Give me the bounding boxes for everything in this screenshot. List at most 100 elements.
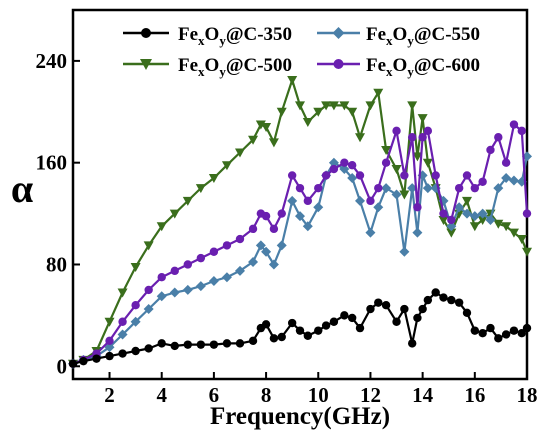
data-point (303, 331, 313, 340)
data-point (470, 183, 480, 193)
data-point (329, 317, 339, 326)
data-point (118, 349, 127, 358)
data-point (287, 195, 298, 206)
data-point (170, 341, 179, 351)
data-point (478, 328, 487, 338)
legend-item-350: FexOy@C-350 (123, 24, 292, 48)
data-point (454, 202, 465, 213)
data-point (347, 107, 358, 117)
series-layer (68, 75, 532, 369)
data-point (391, 165, 402, 175)
data-point (447, 295, 456, 305)
data-point (328, 157, 339, 168)
data-point (509, 120, 519, 129)
data-point (130, 263, 141, 273)
data-point (131, 346, 140, 356)
data-point (314, 326, 323, 335)
y-axis-label: α (11, 166, 33, 211)
data-point (400, 171, 409, 180)
data-point (469, 211, 480, 222)
data-point (462, 171, 472, 180)
data-point (454, 298, 464, 307)
data-point (234, 148, 245, 158)
data-point (373, 88, 384, 98)
data-point (399, 246, 410, 257)
data-point (501, 330, 511, 339)
data-point (517, 328, 526, 338)
data-point (413, 313, 422, 323)
data-point (461, 208, 472, 219)
data-point (105, 336, 114, 346)
plot-frame (71, 8, 529, 381)
legend-item-500: FexOy@C-500 (123, 55, 292, 79)
data-point (295, 183, 305, 193)
data-point (276, 107, 287, 117)
data-point (501, 172, 512, 183)
data-point (522, 323, 532, 333)
data-point (431, 288, 440, 297)
data-point (248, 336, 258, 346)
data-point (439, 209, 448, 218)
x-tick-label: 4 (156, 383, 167, 407)
data-point (208, 173, 219, 183)
data-point (522, 247, 532, 257)
data-point (339, 101, 350, 111)
data-point (183, 340, 193, 349)
data-point (355, 195, 366, 206)
data-point (248, 135, 259, 145)
data-point (494, 334, 503, 343)
data-point (347, 172, 358, 183)
data-point (462, 308, 472, 318)
x-tick-label: 8 (261, 383, 272, 407)
data-point (183, 260, 193, 269)
data-point (447, 215, 456, 225)
data-point (157, 339, 166, 348)
legend-label-600: FexOy@C-600 (366, 55, 480, 79)
data-point (131, 301, 140, 310)
data-point (517, 126, 526, 136)
data-point (516, 235, 527, 245)
data-point (374, 183, 383, 193)
data-point (130, 316, 141, 327)
data-point (407, 339, 417, 348)
data-point (314, 183, 323, 193)
data-point (461, 196, 472, 206)
y-tick-label: 0 (57, 354, 68, 378)
data-point (407, 133, 417, 142)
data-point (446, 228, 457, 238)
data-point (118, 317, 127, 326)
data-point (381, 145, 392, 155)
data-point (261, 211, 271, 221)
data-point (313, 107, 324, 117)
data-point (269, 334, 279, 343)
data-point (373, 202, 384, 213)
data-point (302, 221, 313, 232)
data-point (454, 183, 464, 193)
data-point (208, 276, 219, 287)
data-point (287, 318, 297, 328)
legend-marker-550 (332, 27, 345, 39)
data-point (268, 259, 279, 270)
series-FexOy@C-550 (68, 151, 532, 369)
data-point (92, 354, 101, 363)
y-tick-label: 160 (36, 151, 68, 175)
data-point (478, 177, 487, 186)
data-point (431, 171, 440, 180)
data-point (493, 183, 504, 194)
data-point (79, 356, 88, 366)
data-point (295, 101, 305, 111)
data-point (485, 214, 496, 225)
legend-label-350: FexOy@C-350 (178, 24, 292, 48)
data-point (143, 241, 154, 251)
y-axis-ticks: 0 80 160 240 (36, 49, 80, 378)
data-point (295, 211, 305, 222)
data-point (321, 321, 331, 330)
data-point (195, 184, 206, 194)
legend: FexOy@C-350 FexOy@C-550 FexOy@C-500 FexO… (123, 24, 480, 79)
data-point (501, 222, 512, 232)
data-point (144, 285, 153, 295)
data-point (501, 158, 511, 167)
data-point (328, 101, 339, 111)
x-axis-label: Frequency(GHz) (210, 403, 390, 430)
data-point (381, 183, 392, 194)
